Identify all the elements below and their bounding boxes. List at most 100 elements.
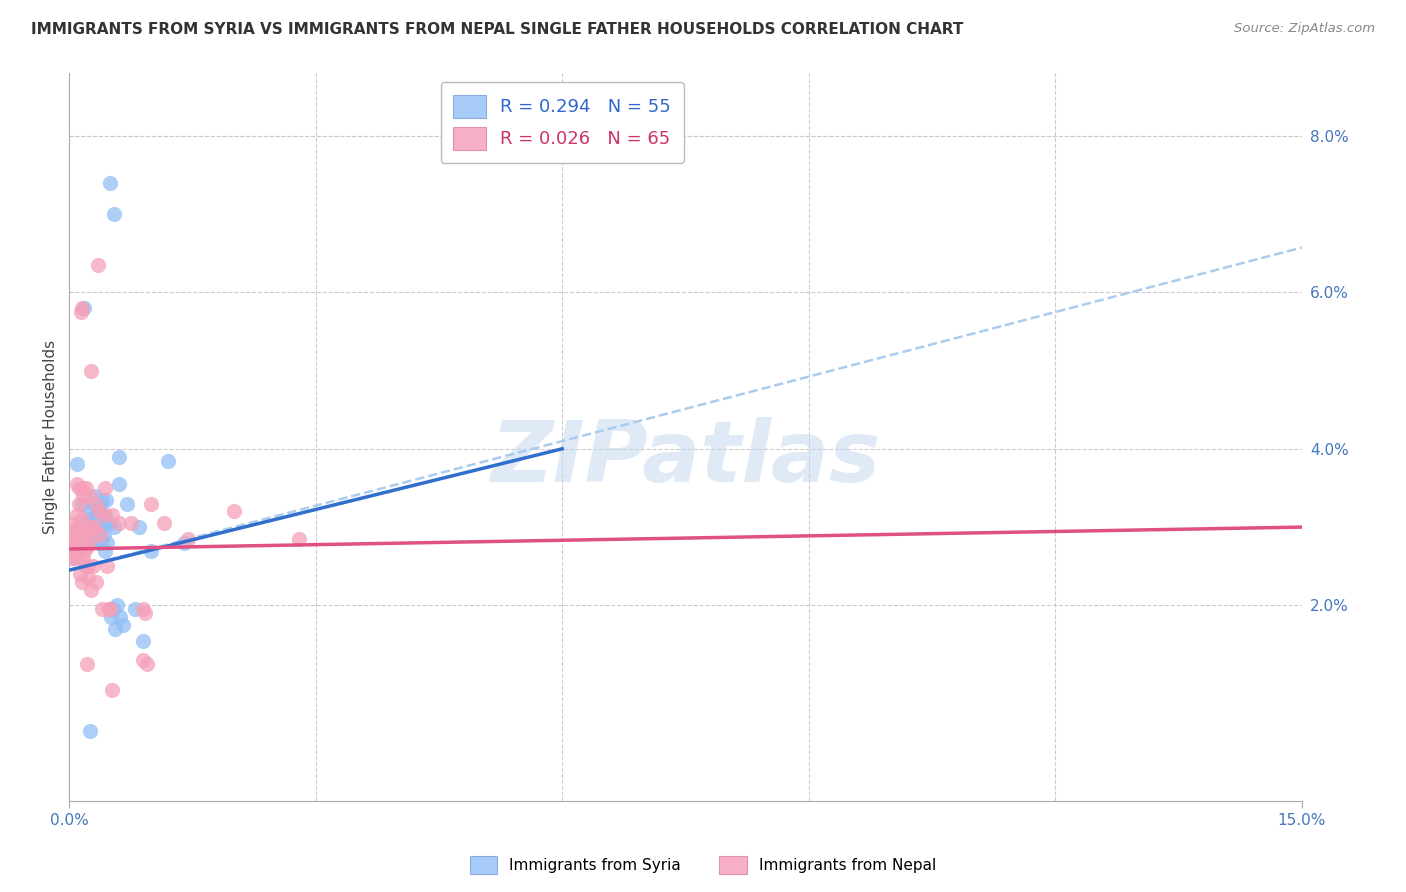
- Point: [94, 516, 117, 531]
- Point: [67, 520, 90, 534]
- Point: [86, 520, 108, 534]
- Point: [96, 535, 118, 549]
- Point: [77, 559, 100, 574]
- Point: [63, 516, 86, 531]
- Text: Source: ZipAtlas.com: Source: ZipAtlas.com: [1234, 22, 1375, 36]
- Point: [70, 497, 93, 511]
- Point: [69, 520, 91, 534]
- Point: [96, 559, 118, 574]
- Point: [72, 551, 94, 566]
- Point: [84, 512, 107, 526]
- Point: [132, 602, 155, 616]
- Point: [82, 520, 104, 534]
- Point: [79, 512, 101, 526]
- Point: [79, 532, 101, 546]
- Point: [156, 453, 179, 467]
- Point: [82, 520, 104, 534]
- Point: [96, 492, 118, 507]
- Point: [70, 512, 93, 526]
- Point: [101, 508, 124, 523]
- Point: [87, 258, 110, 272]
- Point: [62, 551, 84, 566]
- Point: [77, 571, 100, 585]
- Point: [173, 535, 195, 549]
- Point: [79, 504, 101, 518]
- Point: [66, 477, 89, 491]
- Point: [136, 657, 159, 672]
- Point: [91, 512, 114, 526]
- Point: [128, 520, 150, 534]
- Point: [86, 532, 108, 546]
- Point: [94, 543, 117, 558]
- Point: [83, 497, 105, 511]
- Point: [87, 535, 110, 549]
- Point: [104, 622, 127, 636]
- Point: [93, 508, 115, 523]
- Point: [288, 532, 311, 546]
- Point: [98, 176, 121, 190]
- Point: [141, 497, 163, 511]
- Point: [101, 682, 124, 697]
- Point: [222, 504, 245, 518]
- Point: [124, 602, 146, 616]
- Point: [177, 532, 200, 546]
- Point: [76, 520, 98, 534]
- Point: [84, 497, 107, 511]
- Point: [97, 516, 120, 531]
- Point: [98, 602, 121, 616]
- Point: [73, 301, 96, 315]
- Point: [76, 540, 98, 554]
- Point: [111, 618, 134, 632]
- Point: [134, 606, 156, 620]
- Point: [67, 481, 90, 495]
- Point: [82, 559, 104, 574]
- Point: [62, 524, 84, 538]
- Point: [82, 512, 104, 526]
- Point: [97, 602, 120, 616]
- Point: [87, 504, 110, 518]
- Point: [103, 520, 125, 534]
- Point: [86, 574, 108, 589]
- Point: [83, 489, 105, 503]
- Point: [73, 543, 96, 558]
- Point: [93, 528, 115, 542]
- Point: [62, 535, 84, 549]
- Point: [69, 567, 91, 582]
- Point: [107, 450, 129, 464]
- Point: [76, 657, 98, 672]
- Point: [63, 532, 86, 546]
- Point: [63, 543, 86, 558]
- Point: [70, 574, 93, 589]
- Point: [79, 582, 101, 597]
- Point: [79, 489, 101, 503]
- Point: [89, 524, 111, 538]
- Point: [100, 610, 122, 624]
- Point: [120, 516, 142, 531]
- Point: [90, 532, 112, 546]
- Point: [107, 477, 129, 491]
- Point: [80, 363, 103, 377]
- Point: [76, 559, 98, 574]
- Point: [94, 481, 117, 495]
- Point: [66, 543, 89, 558]
- Point: [132, 633, 155, 648]
- Point: [89, 497, 111, 511]
- Text: IMMIGRANTS FROM SYRIA VS IMMIGRANTS FROM NEPAL SINGLE FATHER HOUSEHOLDS CORRELAT: IMMIGRANTS FROM SYRIA VS IMMIGRANTS FROM…: [31, 22, 963, 37]
- Point: [72, 301, 94, 315]
- Point: [75, 535, 97, 549]
- Point: [65, 524, 87, 538]
- Point: [65, 551, 87, 566]
- Point: [91, 602, 114, 616]
- Point: [91, 492, 114, 507]
- Point: [70, 481, 93, 495]
- Text: ZIPatlas: ZIPatlas: [491, 417, 880, 500]
- Point: [98, 602, 121, 616]
- Point: [89, 528, 111, 542]
- Point: [93, 508, 115, 523]
- Point: [108, 610, 131, 624]
- Point: [83, 524, 105, 538]
- Point: [65, 535, 87, 549]
- Point: [67, 497, 90, 511]
- Point: [83, 520, 105, 534]
- Point: [152, 516, 174, 531]
